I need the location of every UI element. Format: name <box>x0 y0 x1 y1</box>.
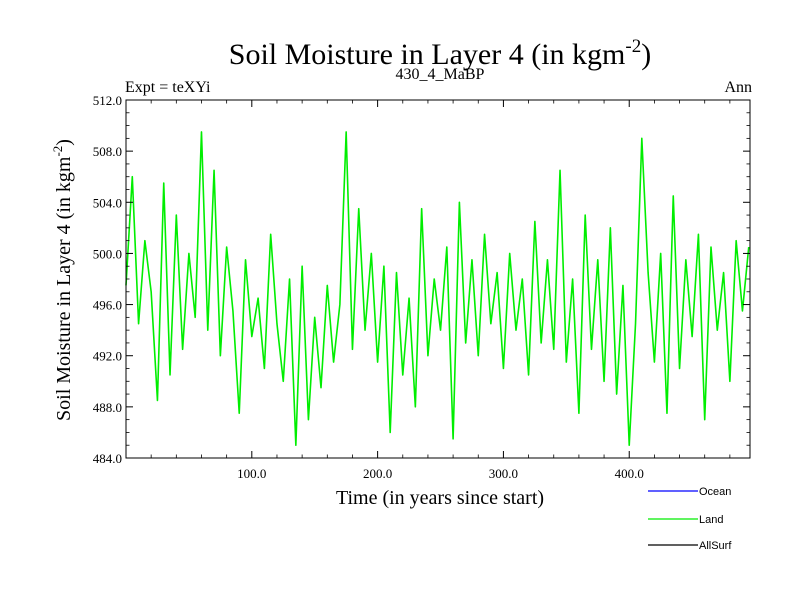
plot-frame <box>125 99 751 459</box>
subtitle-right: Ann <box>724 79 752 96</box>
x-tick-label: 300.0 <box>489 466 518 481</box>
y-tick-label: 504.0 <box>93 195 122 210</box>
x-axis-label: Time (in years since start) <box>336 487 544 509</box>
x-tick-label: 100.0 <box>237 466 266 481</box>
subtitle-center: 430_4_MaBP <box>396 66 485 83</box>
subtitle-left: Expt = teXYi <box>125 79 211 96</box>
series-line-land <box>125 131 750 447</box>
legend-label-ocean: Ocean <box>699 486 731 498</box>
y-tick-label: 484.0 <box>93 451 122 466</box>
y-axis-label: Soil Moisture in Layer 4 (in kgm-2) <box>50 139 75 421</box>
x-tick-label: 200.0 <box>363 466 392 481</box>
y-tick-label: 508.0 <box>93 144 122 159</box>
legend: Ocean Land AllSurf <box>648 486 732 552</box>
legend-label-allsurf: AllSurf <box>699 540 732 552</box>
axis-layer: 484.0 488.0 492.0 496.0 500.0 504.0 508.0 512.0… <box>93 93 750 481</box>
y-tick-label: 512.0 <box>93 93 122 108</box>
legend-label-land: Land <box>699 514 723 526</box>
y-tick-label: 500.0 <box>93 246 122 261</box>
y-tick-label: 492.0 <box>93 349 122 364</box>
y-tick-label: 488.0 <box>93 400 122 415</box>
series-layer <box>125 131 750 447</box>
chart-title: Soil Moisture in Layer 4 (in kgm-2) <box>229 36 651 71</box>
x-tick-label: 400.0 <box>615 466 644 481</box>
y-tick-label: 496.0 <box>93 298 122 313</box>
